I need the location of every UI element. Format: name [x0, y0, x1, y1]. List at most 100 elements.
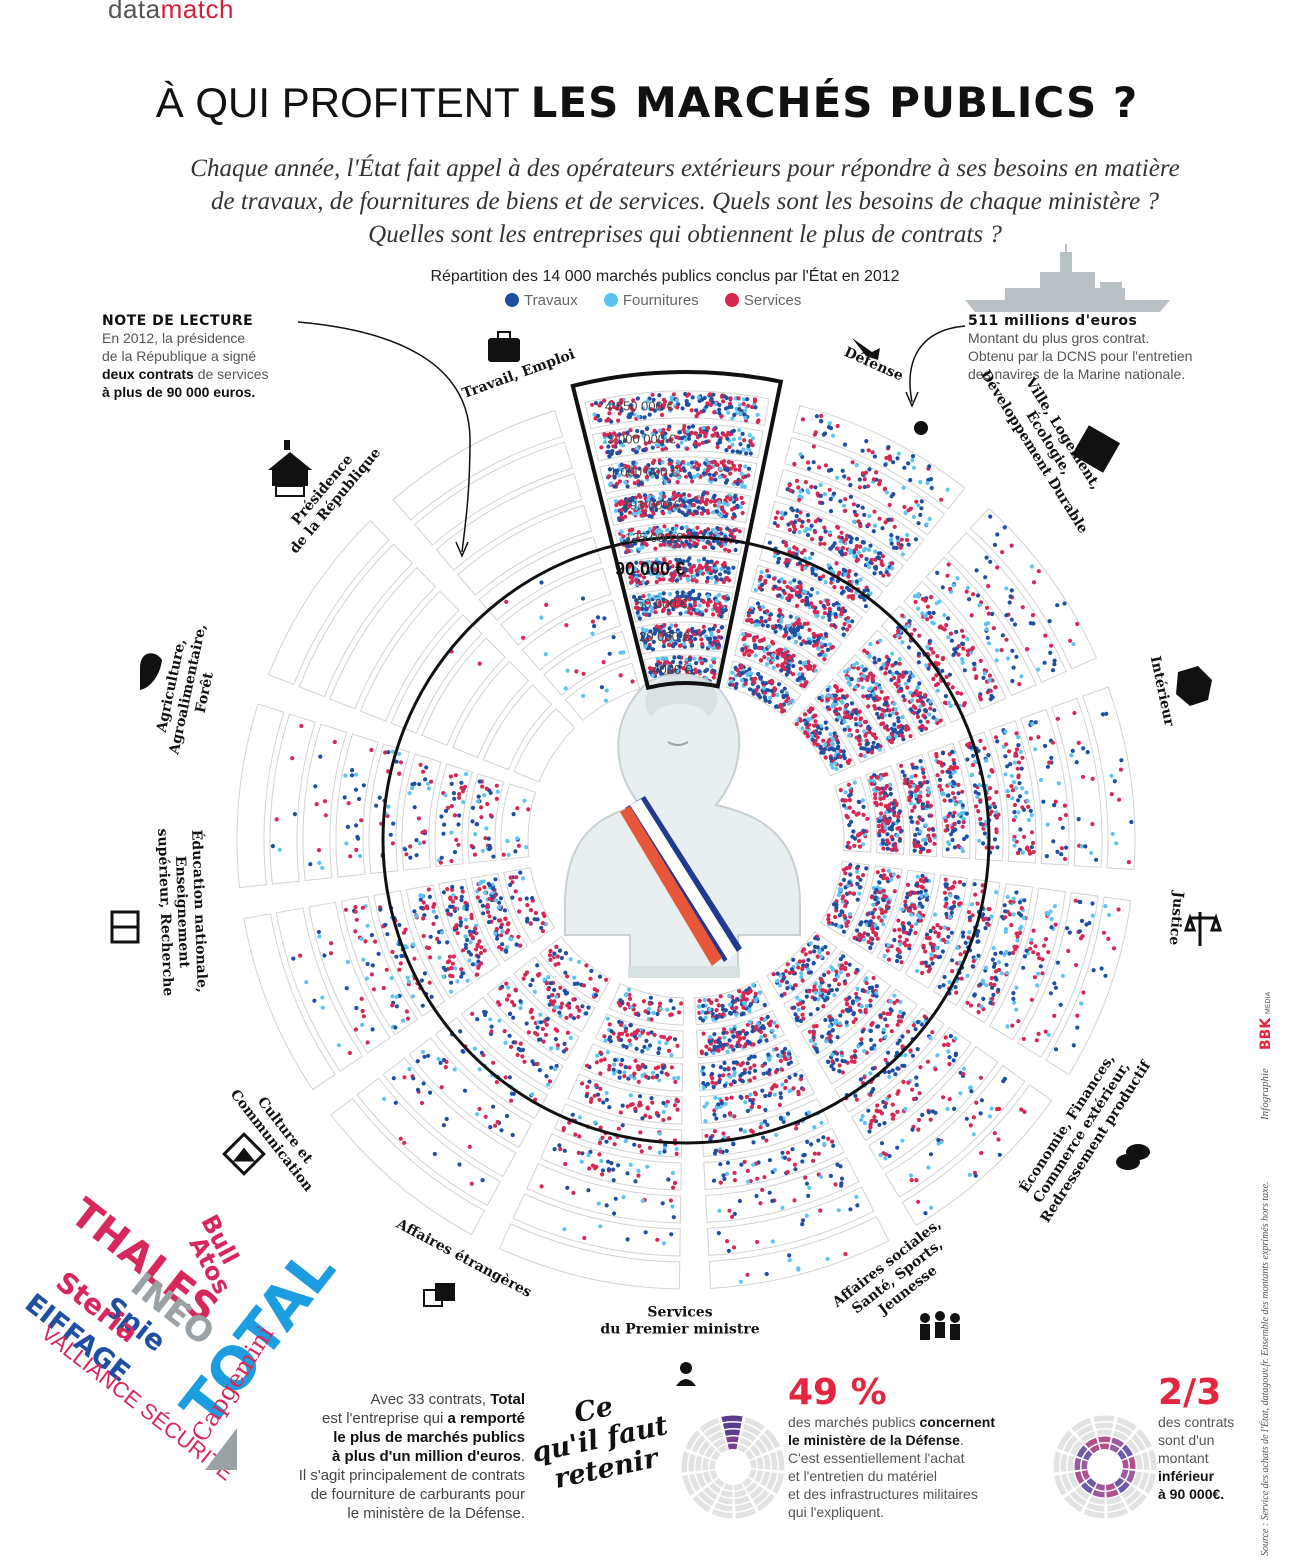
contract-dot — [675, 405, 680, 410]
contract-dot — [652, 458, 657, 463]
contract-dot — [914, 883, 919, 888]
contract-dot — [1032, 975, 1037, 980]
contract-dot — [1028, 621, 1033, 626]
contract-dot — [968, 1123, 973, 1128]
contract-dot — [619, 508, 624, 513]
subtitle-line: Chaque année, l'État fait appel à des op… — [190, 155, 1180, 182]
contract-dot — [885, 846, 890, 851]
contract-dot — [976, 1010, 981, 1015]
contract-dot — [752, 680, 757, 685]
contract-dot — [819, 413, 824, 418]
contract-dot — [758, 658, 764, 663]
contract-dot — [803, 731, 808, 736]
contract-dot — [861, 842, 866, 847]
contract-dot — [973, 892, 978, 897]
contract-dot — [835, 740, 841, 745]
contract-dot — [711, 626, 716, 631]
contract-dot — [892, 889, 897, 894]
note-bold: à plus de 90 000 euros. — [102, 384, 256, 400]
contract-dot — [877, 819, 882, 824]
contract-dot — [797, 561, 803, 566]
contract-dot — [897, 838, 902, 843]
contract-dot — [694, 579, 699, 584]
contract-dot — [917, 681, 922, 686]
contract-dot — [1043, 743, 1048, 749]
contract-dot — [696, 442, 702, 447]
contract-dot — [896, 1089, 901, 1094]
contract-dot — [807, 989, 812, 994]
contract-dot — [798, 489, 803, 494]
contract-dot — [826, 707, 832, 712]
contract-dot — [891, 460, 896, 465]
contract-dot — [786, 636, 792, 641]
contract-dot — [880, 707, 885, 712]
contract-dot — [943, 904, 948, 909]
contract-dot — [689, 430, 695, 435]
contract-dot — [906, 1080, 911, 1085]
contract-dot — [905, 685, 910, 690]
ring-cell — [438, 878, 501, 981]
contract-dot — [987, 673, 993, 678]
contract-dot — [935, 570, 940, 576]
contract-dot — [1038, 964, 1043, 969]
contract-dot — [805, 460, 811, 465]
contract-dot — [960, 660, 965, 665]
contract-dot — [880, 554, 886, 559]
contract-dot — [1003, 909, 1008, 914]
contract-dot — [690, 479, 695, 484]
contract-dot — [699, 430, 704, 435]
contract-dot — [718, 527, 723, 532]
contract-dot — [869, 781, 874, 787]
contract-dot — [810, 537, 815, 542]
contract-dot — [950, 958, 955, 963]
contract-dot — [886, 900, 891, 905]
contract-dot — [976, 809, 981, 814]
contract-dot — [674, 398, 680, 403]
contract-dot — [885, 832, 890, 837]
contract-dot — [730, 449, 735, 454]
contract-dot — [1005, 1024, 1010, 1029]
contract-dot — [656, 402, 661, 407]
contract-dot — [826, 563, 831, 568]
contract-dot — [895, 456, 900, 461]
contract-dot — [751, 689, 756, 694]
contract-dot — [661, 467, 666, 472]
contract-dot — [944, 623, 949, 628]
contract-dot — [798, 510, 803, 515]
contract-dot — [792, 520, 798, 525]
contract-dot — [1030, 840, 1036, 846]
contract-dot — [1017, 781, 1022, 786]
contract-dot — [706, 464, 711, 469]
contract-dot — [950, 837, 955, 843]
contract-dot — [786, 558, 791, 563]
contract-dot — [604, 418, 609, 423]
contract-dot — [788, 580, 793, 585]
contract-dot — [930, 961, 935, 966]
contract-dot — [779, 516, 784, 521]
contract-dot — [857, 721, 862, 726]
contract-dot — [797, 530, 802, 535]
contract-dot — [1011, 896, 1016, 901]
contract-dot — [702, 629, 707, 634]
contract-dot — [835, 1035, 840, 1040]
contract-dot — [919, 727, 924, 733]
contract-dot — [785, 986, 790, 991]
contract-dot — [896, 918, 901, 923]
contract-dot — [1109, 773, 1114, 778]
contract-dot — [607, 434, 613, 439]
contract-dot — [951, 583, 956, 588]
contract-dot — [856, 1044, 861, 1049]
contract-dot — [928, 614, 934, 620]
contract-dot — [697, 433, 703, 438]
contract-dot — [619, 408, 624, 413]
contract-dot — [847, 962, 852, 967]
contract-dot — [886, 445, 891, 450]
contract-dot — [895, 1022, 900, 1027]
contract-dot — [909, 819, 915, 824]
contract-dot — [995, 845, 1000, 850]
contract-dot — [796, 1007, 801, 1012]
contract-dot — [1012, 622, 1018, 627]
contract-dot — [686, 425, 692, 430]
contract-dot — [851, 502, 857, 507]
contract-dot — [881, 846, 886, 851]
